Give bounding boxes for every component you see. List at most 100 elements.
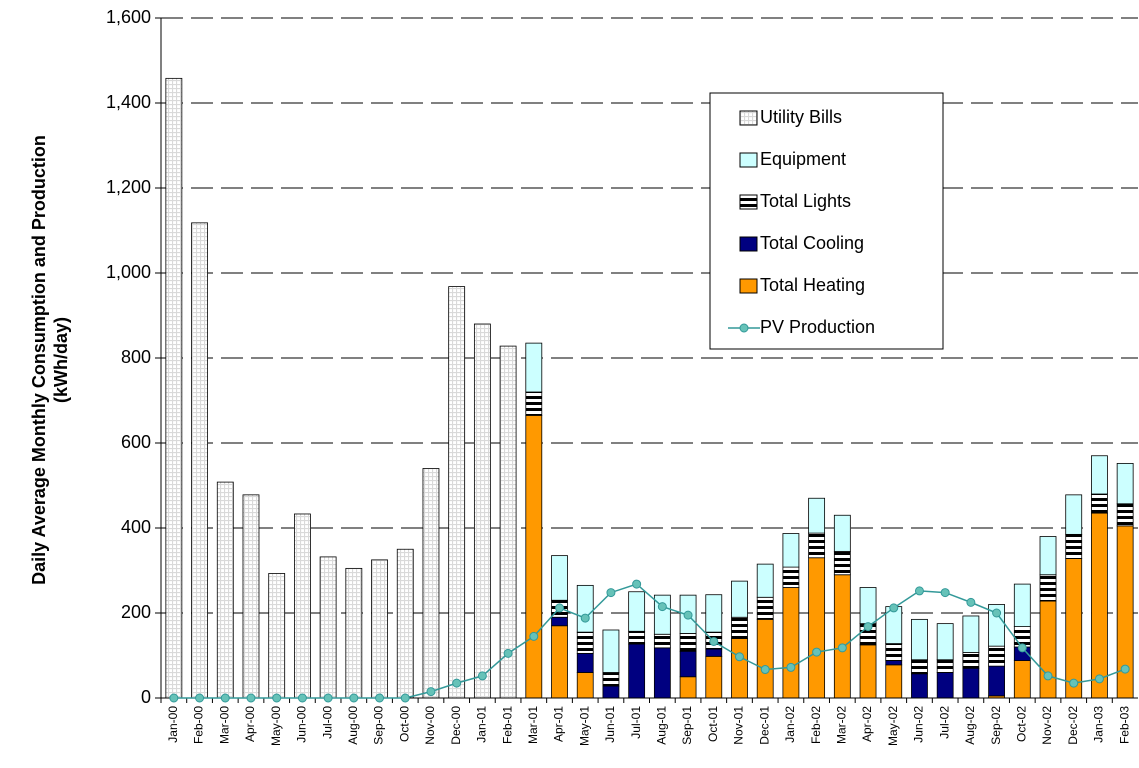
- marker: [1043, 671, 1053, 681]
- marker: [657, 602, 667, 612]
- bar: [808, 532, 826, 559]
- x-tick-label: Nov-00: [423, 706, 437, 745]
- legend-label: Equipment: [760, 149, 846, 169]
- legend-swatch: [739, 110, 758, 126]
- x-tick-label: Oct-02: [1014, 706, 1028, 742]
- marker: [1120, 664, 1130, 674]
- bar: [576, 652, 594, 673]
- marker: [580, 613, 590, 623]
- bar: [782, 566, 800, 588]
- bar: [551, 555, 568, 601]
- legend-swatch: [739, 152, 758, 168]
- bar: [731, 616, 748, 639]
- marker: [734, 652, 744, 662]
- x-tick-label: Dec-00: [449, 706, 463, 745]
- bar: [1116, 462, 1134, 505]
- legend-swatch: [739, 236, 758, 252]
- bar: [1039, 574, 1057, 602]
- bar: [602, 672, 620, 687]
- bar: [756, 596, 774, 620]
- bar: [859, 644, 877, 699]
- x-tick-label: Oct-01: [706, 706, 720, 742]
- bar: [731, 580, 748, 618]
- bar: [371, 559, 388, 699]
- x-tick-label: Jan-01: [475, 706, 489, 743]
- x-tick-label: Sep-02: [989, 706, 1003, 745]
- marker: [272, 693, 282, 703]
- bar: [705, 594, 723, 633]
- x-tick-label: Jul-02: [937, 706, 951, 739]
- legend-label: Total Lights: [760, 191, 851, 211]
- x-tick-label: Jun-00: [295, 706, 309, 743]
- bar: [808, 497, 826, 534]
- marker: [863, 622, 873, 632]
- marker: [529, 631, 539, 641]
- bar: [525, 391, 543, 416]
- x-tick-label: Aug-02: [963, 706, 977, 745]
- marker: [992, 608, 1002, 618]
- legend-swatch: [739, 194, 758, 210]
- bar: [936, 659, 954, 673]
- marker: [555, 603, 565, 613]
- bar: [1065, 533, 1083, 560]
- x-tick-label: Apr-01: [552, 706, 566, 742]
- x-tick-label: Mar-02: [835, 706, 849, 744]
- y-tick-label: 800: [121, 347, 151, 367]
- bar: [1116, 503, 1134, 527]
- bar: [525, 414, 543, 699]
- bar: [962, 652, 980, 669]
- x-tick-label: Jul-00: [320, 706, 334, 739]
- bar: [833, 514, 851, 552]
- bar: [628, 643, 646, 699]
- bar: [885, 643, 903, 661]
- bar: [345, 567, 363, 699]
- y-tick-label: 200: [121, 602, 151, 622]
- bar: [679, 633, 697, 652]
- bar: [165, 77, 183, 699]
- bar: [756, 563, 774, 598]
- x-tick-label: Dec-02: [1066, 706, 1080, 745]
- y-tick-label: 1,000: [106, 262, 151, 282]
- bar: [936, 623, 954, 661]
- bar: [473, 323, 491, 699]
- bar: [756, 618, 774, 699]
- marker: [760, 665, 770, 675]
- bar: [422, 468, 440, 699]
- bar: [242, 494, 260, 699]
- bar: [705, 655, 723, 699]
- x-tick-label: Jun-01: [603, 706, 617, 743]
- legend-label: Utility Bills: [760, 107, 842, 127]
- bar: [885, 664, 903, 699]
- bar: [576, 631, 594, 654]
- marker: [400, 693, 410, 703]
- bar: [499, 345, 517, 699]
- bar: [551, 625, 568, 699]
- marker: [1017, 643, 1027, 653]
- bar: [679, 650, 697, 678]
- bar: [911, 659, 928, 675]
- bar: [988, 665, 1005, 697]
- y-tick-label: 1,400: [106, 92, 151, 112]
- bar: [1013, 583, 1031, 627]
- bar: [808, 557, 826, 699]
- bar: [396, 548, 414, 699]
- x-tick-label: Sep-01: [680, 706, 694, 745]
- bar: [576, 584, 594, 633]
- marker: [940, 588, 950, 598]
- bar: [294, 513, 311, 699]
- marker: [195, 693, 205, 703]
- y-tick-label: 1,600: [106, 7, 151, 27]
- x-tick-label: Jun-02: [912, 706, 926, 743]
- marker: [837, 643, 847, 653]
- bar: [1065, 494, 1083, 535]
- bar: [576, 672, 594, 699]
- marker: [297, 693, 307, 703]
- bar: [191, 222, 208, 699]
- marker: [220, 693, 230, 703]
- marker: [632, 579, 642, 589]
- bar: [833, 550, 851, 576]
- bar: [705, 648, 723, 657]
- bar: [1091, 512, 1108, 699]
- bar: [962, 615, 980, 653]
